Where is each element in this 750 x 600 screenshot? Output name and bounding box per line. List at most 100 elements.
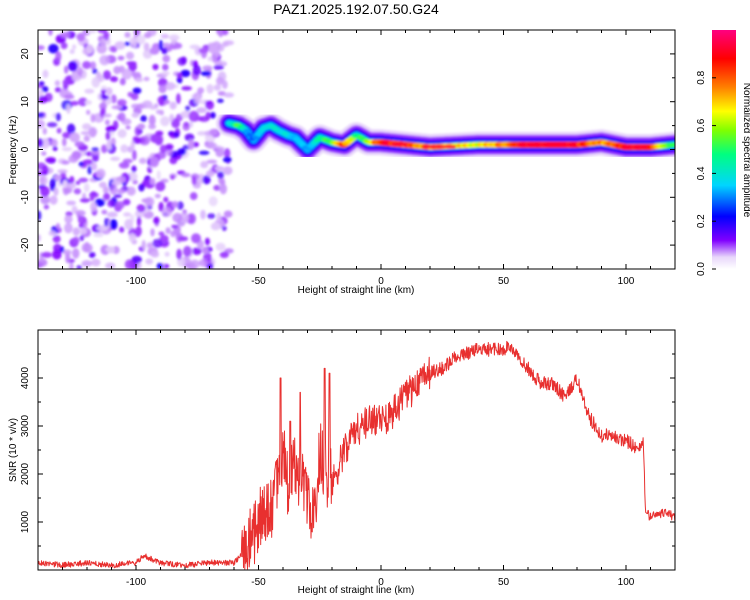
noise-speckle: [161, 71, 170, 76]
noise-speckle: [59, 246, 65, 253]
noise-speckle: [117, 99, 127, 107]
noise-speckle: [41, 251, 53, 258]
noise-speckle: [201, 247, 209, 254]
noise-speckle: [60, 42, 68, 50]
noise-speckle: [156, 262, 163, 269]
noise-speckle: [132, 137, 142, 144]
noise-speckle: [92, 68, 98, 74]
noise-speckle: [213, 84, 222, 91]
noise-speckle: [146, 243, 153, 249]
ridge-blob: [252, 135, 260, 140]
noise-speckle: [139, 135, 151, 146]
noise-speckle: [189, 192, 198, 201]
noise-speckle: [39, 175, 46, 184]
noise-speckle: [164, 82, 176, 91]
noise-speckle: [205, 170, 215, 177]
noise-speckle: [84, 88, 95, 94]
noise-speckle: [200, 209, 206, 220]
noise-speckle: [91, 258, 101, 267]
noise-speckle: [110, 94, 117, 104]
colorbar: 0.0 0.2 0.4 0.6 0.8 Normalized spectral ampl…: [696, 30, 750, 276]
snr-ylabel: SNR (10 * v/v): [8, 418, 19, 482]
noise-speckle: [38, 45, 45, 51]
noise-speckle: [208, 43, 217, 54]
noise-speckle: [217, 171, 225, 179]
noise-speckle: [109, 184, 118, 195]
noise-speckle: [90, 201, 98, 212]
noise-speckle: [69, 176, 75, 184]
noise-speckle: [113, 66, 121, 75]
noise-speckle: [207, 213, 216, 219]
noise-speckle: [189, 120, 194, 128]
noise-speckle: [170, 174, 175, 180]
noise-speckle: [223, 40, 235, 46]
noise-speckle: [72, 236, 80, 245]
noise-speckle: [143, 42, 150, 52]
noise-speckle: [102, 186, 109, 194]
noise-speckle: [78, 177, 89, 183]
noise-speckle: [123, 212, 132, 217]
noise-speckle: [62, 79, 68, 85]
noise-speckle: [173, 131, 180, 138]
noise-speckle: [55, 51, 62, 62]
noise-speckle: [69, 132, 80, 143]
noise-speckle: [216, 212, 222, 222]
noise-speckle: [78, 161, 84, 167]
noise-speckle: [130, 140, 135, 151]
noise-speckle: [63, 249, 72, 256]
noise-speckle: [128, 62, 137, 72]
noise-speckle: [141, 239, 146, 251]
noise-speckle: [173, 42, 183, 49]
noise-speckle: [91, 147, 99, 152]
noise-speckle: [42, 127, 47, 135]
noise-speckle: [188, 139, 195, 151]
noise-speckle: [125, 125, 131, 130]
spectrogram-xlabel: Height of straight line (km): [298, 285, 415, 296]
noise-speckle: [150, 251, 160, 258]
noise-speckle: [154, 135, 163, 146]
noise-speckle: [111, 180, 122, 186]
noise-speckle: [148, 123, 157, 130]
noise-speckle: [158, 95, 165, 106]
noise-speckle: [38, 119, 45, 129]
y-tick-label: 0: [20, 146, 31, 152]
noise-speckle: [54, 86, 61, 93]
noise-speckle: [110, 76, 118, 83]
noise-speckle: [207, 56, 213, 62]
noise-speckle: [150, 228, 155, 237]
noise-speckle: [140, 115, 147, 122]
figure-title: PAZ1.2025.192.07.50.G24: [273, 1, 439, 17]
noise-speckle: [119, 226, 125, 233]
x-tick-label: -50: [251, 276, 266, 287]
noise-speckle: [180, 110, 191, 119]
noise-speckle: [72, 227, 80, 236]
noise-speckle: [85, 44, 94, 54]
noise-speckle: [66, 200, 76, 206]
noise-speckle: [196, 107, 207, 114]
noise-speckle: [106, 211, 118, 218]
noise-speckle: [214, 166, 225, 171]
noise-speckle: [117, 129, 127, 138]
noise-speckle: [78, 223, 85, 229]
noise-speckle: [66, 104, 71, 115]
colorbar-tick-label: 0.4: [696, 166, 707, 180]
colorbar-tick-label: 0.2: [696, 214, 707, 228]
noise-speckle: [77, 67, 83, 76]
noise-speckle: [169, 113, 175, 122]
noise-speckle: [158, 84, 167, 94]
noise-speckle: [183, 245, 192, 257]
noise-speckle: [101, 144, 108, 154]
noise-speckle: [38, 234, 41, 242]
noise-speckle: [46, 122, 58, 128]
noise-speckle: [158, 201, 164, 212]
noise-speckle: [161, 207, 173, 218]
ridge-blob: [254, 131, 263, 137]
noise-speckle: [149, 105, 157, 110]
colorbar-tick-label: 0.0: [696, 262, 707, 276]
noise-speckle: [49, 178, 56, 190]
noise-speckle: [70, 100, 79, 106]
noise-speckle: [86, 109, 91, 115]
noise-speckle: [69, 262, 74, 269]
noise-speckle: [43, 204, 50, 210]
colorbar-tick-label: 0.6: [696, 118, 707, 132]
